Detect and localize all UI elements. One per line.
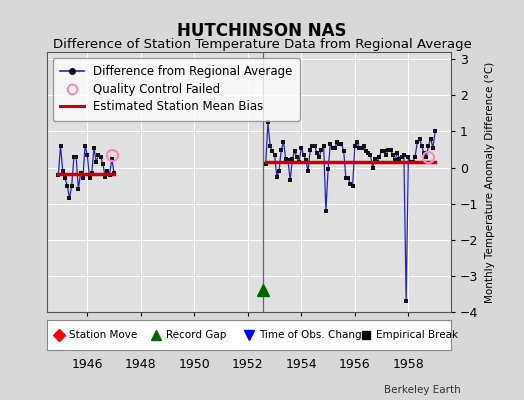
Text: 1946: 1946 xyxy=(72,358,103,371)
Text: 1958: 1958 xyxy=(392,358,424,371)
Text: Empirical Break: Empirical Break xyxy=(376,330,458,340)
Text: 1952: 1952 xyxy=(232,358,264,371)
Text: Station Move: Station Move xyxy=(69,330,138,340)
Text: Berkeley Earth: Berkeley Earth xyxy=(385,385,461,395)
Text: Difference of Station Temperature Data from Regional Average: Difference of Station Temperature Data f… xyxy=(52,38,472,51)
Text: Record Gap: Record Gap xyxy=(166,330,226,340)
Text: HUTCHINSON NAS: HUTCHINSON NAS xyxy=(177,22,347,40)
Text: 1950: 1950 xyxy=(179,358,210,371)
Text: 1948: 1948 xyxy=(125,358,157,371)
Y-axis label: Monthly Temperature Anomaly Difference (°C): Monthly Temperature Anomaly Difference (… xyxy=(485,61,495,303)
Legend: Difference from Regional Average, Quality Control Failed, Estimated Station Mean: Difference from Regional Average, Qualit… xyxy=(53,58,300,120)
Text: 1956: 1956 xyxy=(339,358,370,371)
Text: Time of Obs. Change: Time of Obs. Change xyxy=(259,330,368,340)
Text: 1954: 1954 xyxy=(286,358,317,371)
